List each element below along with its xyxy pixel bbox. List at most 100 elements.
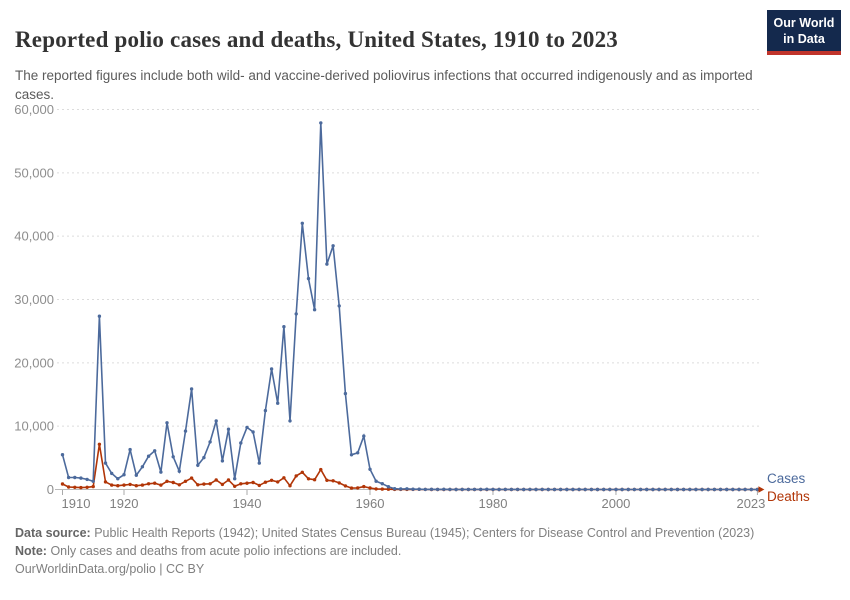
cases-data-point (411, 487, 415, 491)
cases-data-point (485, 487, 489, 491)
cases-data-point (694, 487, 698, 492)
deaths-data-point (380, 487, 384, 491)
deaths-data-point (337, 481, 341, 485)
cases-data-point (571, 487, 575, 492)
deaths-data-point (177, 483, 181, 487)
deaths-data-point (306, 477, 311, 481)
deaths-data-point (208, 482, 212, 486)
legend-deaths-label[interactable]: Deaths (767, 489, 810, 504)
deaths-data-point (110, 483, 114, 487)
cases-data-point (577, 487, 581, 492)
cases-data-point (405, 487, 409, 491)
cases-data-point (288, 419, 292, 423)
footer-data-source: Data source: Public Health Reports (1942… (15, 524, 825, 542)
cases-data-point (331, 244, 335, 248)
deaths-data-point (386, 487, 391, 491)
y-axis-tick-label: 0 (47, 482, 54, 497)
logo-text-line1: Our World (773, 16, 835, 30)
cases-data-point (675, 487, 680, 492)
deaths-data-point (312, 478, 317, 482)
cases-data-point (362, 434, 366, 438)
cases-data-point (546, 487, 550, 492)
deaths-data-point (60, 482, 65, 486)
deaths-data-point (153, 481, 157, 485)
deaths-data-point (189, 476, 194, 480)
deaths-data-point (202, 482, 206, 486)
cases-data-point (681, 487, 686, 492)
deaths-data-point (103, 480, 108, 484)
cases-data-point (177, 469, 181, 473)
cases-data-point (472, 487, 477, 492)
cases-data-point (73, 475, 77, 480)
y-axis-tick-label: 30,000 (14, 292, 54, 307)
cases-data-point (97, 314, 102, 318)
cases-data-point (251, 430, 255, 434)
cases-data-point (312, 308, 317, 312)
cases-data-point (497, 487, 501, 492)
deaths-data-point (362, 484, 366, 489)
cases-data-point (595, 487, 600, 492)
deaths-data-point (165, 479, 169, 483)
cases-data-point (276, 401, 280, 405)
cases-data-point (282, 325, 286, 329)
cases-data-point (534, 487, 538, 492)
legend-cases-label[interactable]: Cases (767, 471, 806, 486)
cases-data-point (522, 487, 526, 492)
cases-data-point (737, 487, 741, 492)
x-axis-tick-label: 1910 (62, 496, 91, 511)
deaths-data-point (245, 481, 249, 485)
deaths-data-point (85, 485, 89, 489)
data-source-label: Data source: (15, 526, 91, 540)
cases-data-point (208, 440, 212, 444)
deaths-data-point (239, 482, 243, 486)
cases-data-point (110, 471, 114, 476)
data-source-text: Public Health Reports (1942); United Sta… (94, 526, 755, 540)
series-legend: Cases Deaths (767, 470, 810, 506)
footer-note: Note: Only cases and deaths from acute p… (15, 542, 825, 560)
deaths-data-point (171, 480, 175, 485)
x-axis-tick-label: 1980 (479, 496, 508, 511)
cases-data-point (589, 487, 594, 492)
owid-logo: Our World in Data (767, 10, 841, 56)
cases-data-point (706, 487, 710, 492)
cases-data-point (239, 441, 243, 445)
deaths-data-point (276, 480, 280, 484)
cases-data-point (189, 387, 194, 391)
deaths-data-point (319, 467, 323, 472)
y-axis-tick-label: 50,000 (14, 165, 54, 180)
deaths-data-point (159, 483, 163, 487)
y-axis-tick-label: 40,000 (14, 229, 54, 244)
cases-data-point (657, 487, 661, 492)
deaths-data-point (294, 474, 298, 478)
cases-data-point (233, 477, 237, 481)
cases-data-point (620, 487, 624, 492)
page-title: Reported polio cases and deaths, United … (15, 27, 618, 53)
cases-data-point (368, 467, 372, 471)
logo-text-line2: in Data (783, 31, 825, 46)
cases-data-point (399, 487, 403, 491)
cases-data-point (552, 487, 557, 492)
cases-data-point (146, 454, 151, 458)
deaths-data-point (356, 486, 360, 490)
cases-data-point (743, 487, 747, 492)
y-axis-tick-label: 60,000 (14, 102, 54, 117)
deaths-data-point (116, 484, 120, 488)
cases-data-point (583, 487, 587, 492)
deaths-data-point (66, 485, 71, 489)
cases-data-point (116, 477, 120, 481)
cases-data-point (263, 408, 268, 413)
cases-data-point (718, 487, 723, 492)
cases-data-point (454, 487, 458, 492)
attribution-link[interactable]: OurWorldinData.org/polio | CC BY (15, 562, 205, 576)
x-axis-tick-label: 1960 (356, 496, 385, 511)
deaths-data-point (282, 476, 286, 480)
cases-data-point (343, 391, 348, 396)
x-axis-tick-label: 1940 (233, 496, 262, 511)
cases-data-point (645, 487, 649, 492)
cases-data-point (663, 487, 667, 492)
deaths-data-point (140, 483, 145, 487)
x-axis-tick-label: 1920 (110, 496, 139, 511)
cases-data-point (153, 449, 157, 453)
cases-data-point (380, 482, 384, 486)
